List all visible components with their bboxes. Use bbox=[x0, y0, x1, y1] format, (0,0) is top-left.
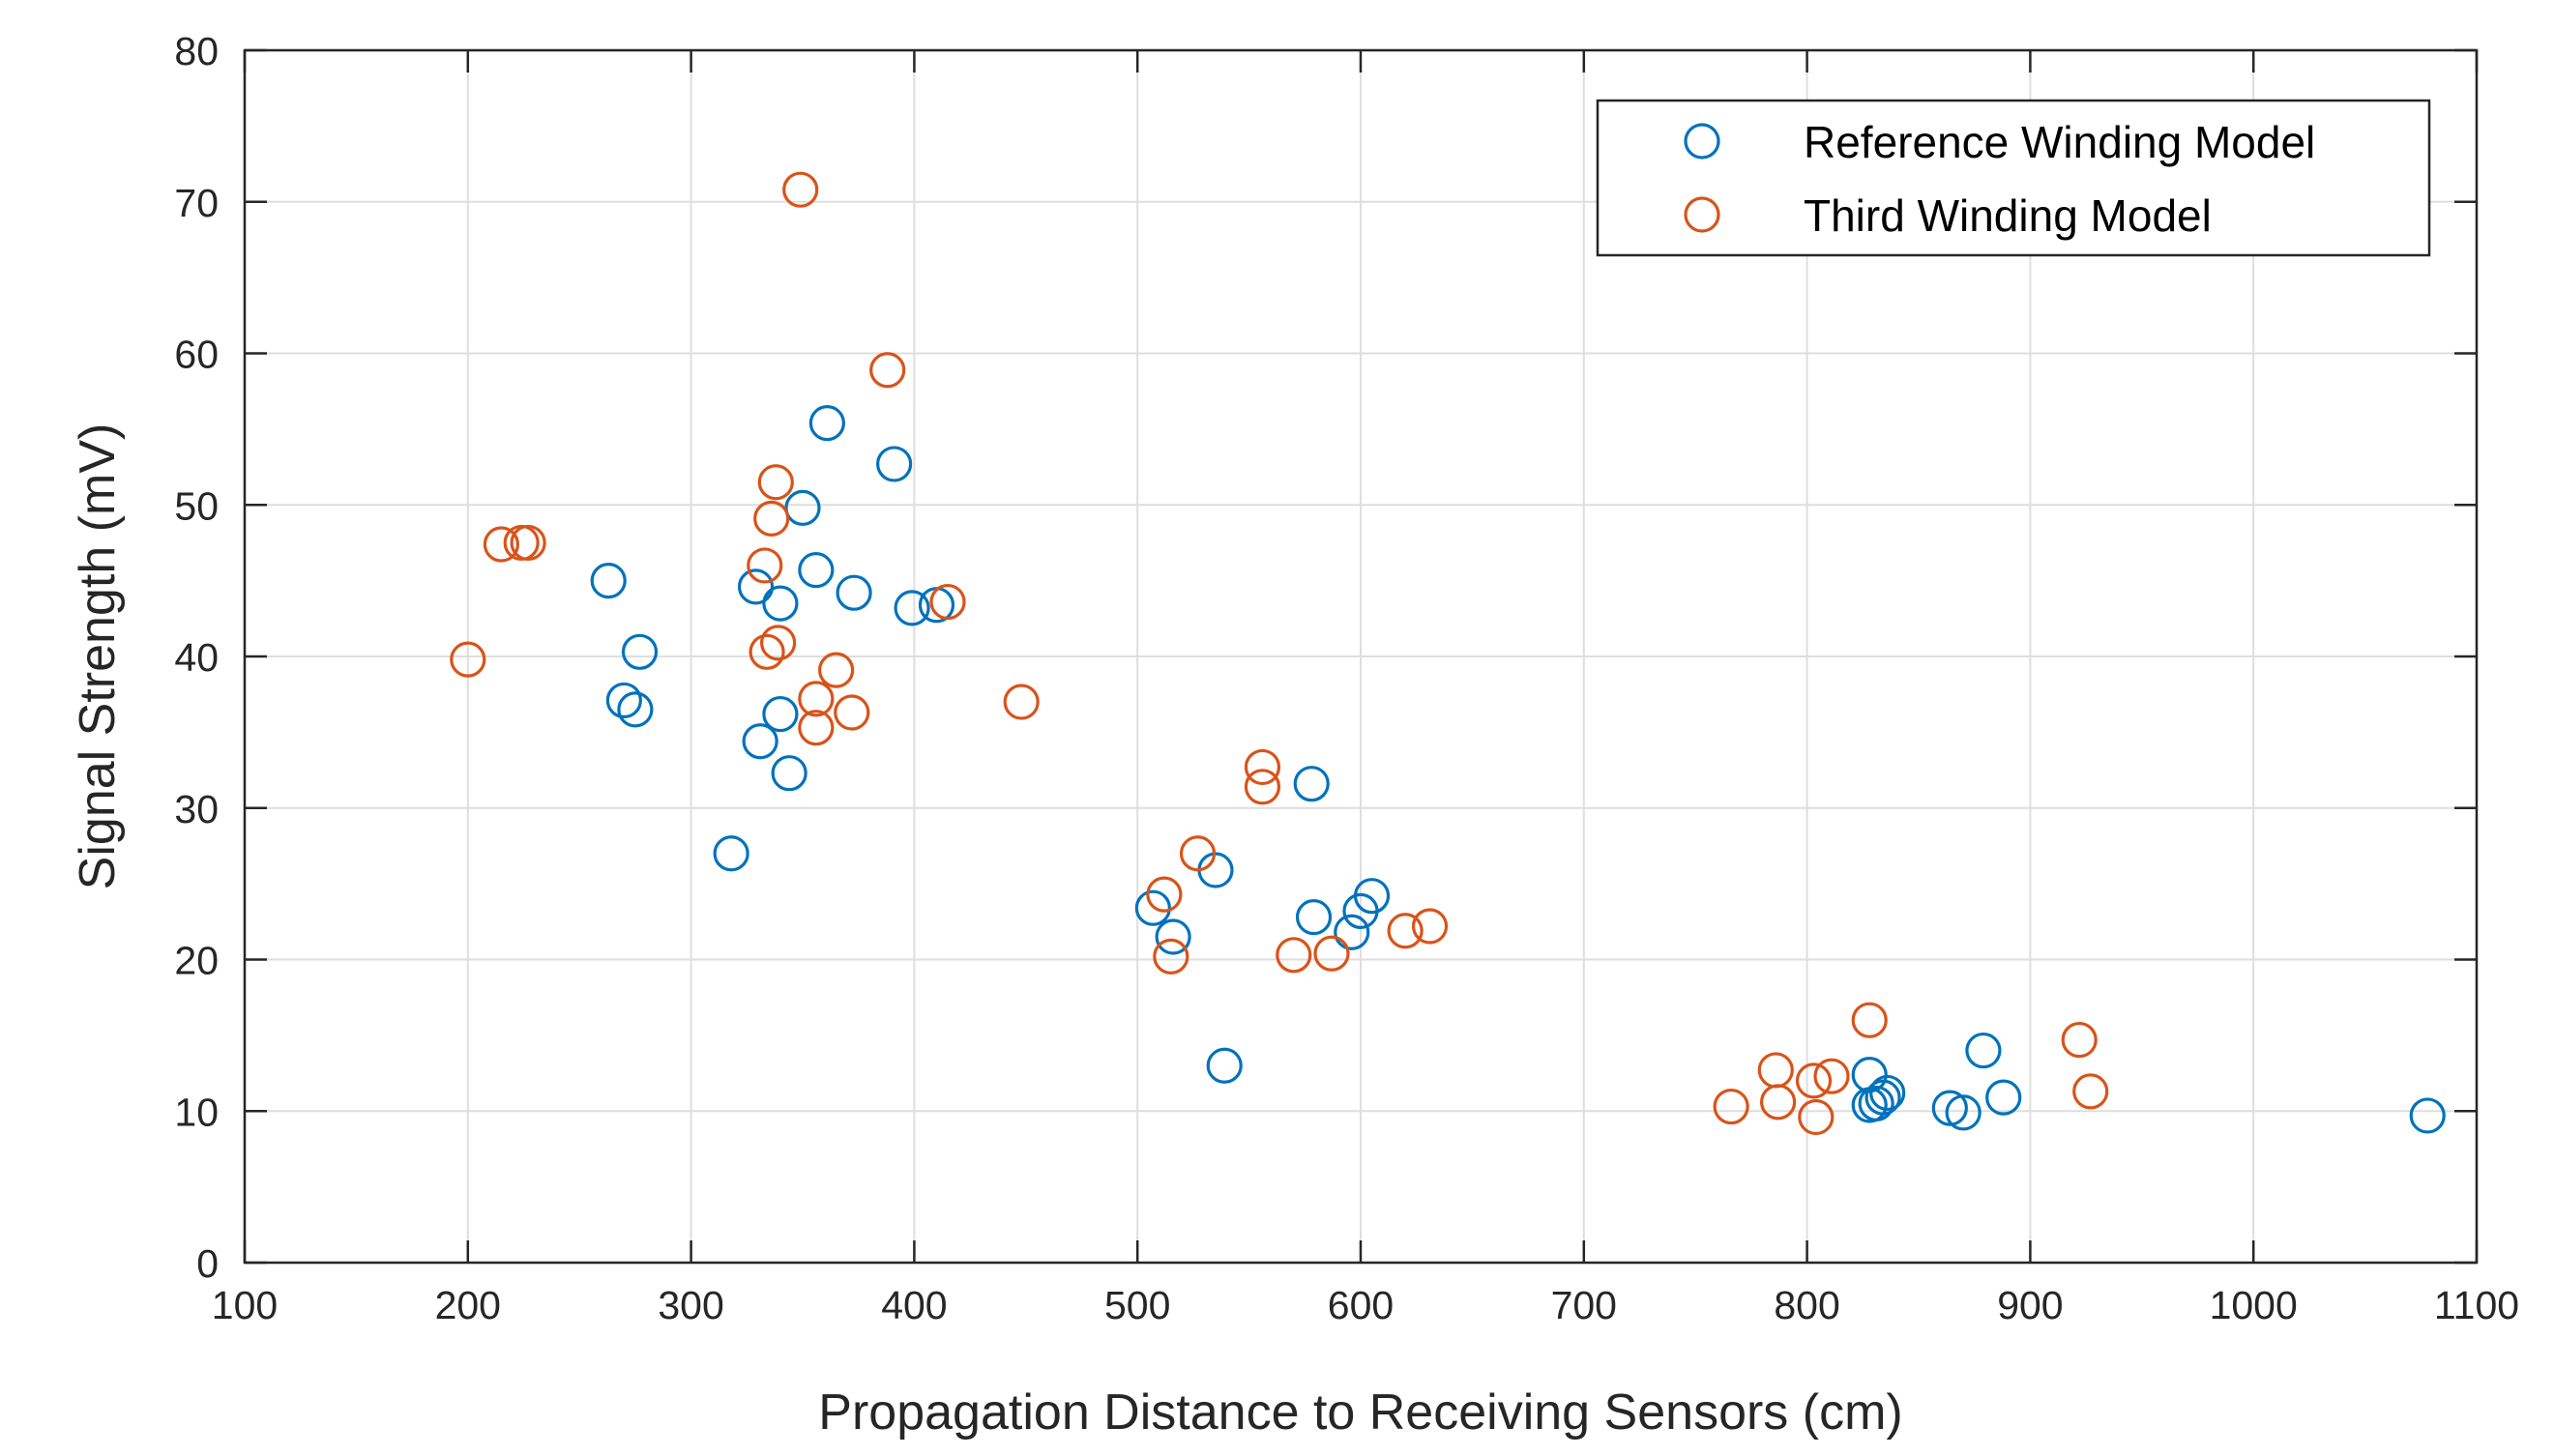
x-tick-label: 700 bbox=[1551, 1283, 1617, 1327]
series-0 bbox=[590, 405, 2446, 1134]
data-point bbox=[1313, 935, 1350, 972]
data-point bbox=[1334, 914, 1370, 950]
data-point bbox=[760, 625, 797, 661]
data-point bbox=[1798, 1098, 1835, 1136]
data-point bbox=[1813, 1058, 1850, 1094]
y-tick-label: 0 bbox=[196, 1241, 219, 1286]
data-point bbox=[1945, 1094, 1982, 1131]
data-point bbox=[1003, 684, 1040, 720]
data-point bbox=[1851, 1002, 1888, 1038]
data-point bbox=[1985, 1079, 2022, 1116]
y-axis-label: Signal Strength (mV) bbox=[70, 423, 126, 890]
legend-marker-third-winding-model bbox=[1684, 196, 1720, 233]
data-point bbox=[834, 694, 870, 731]
data-point bbox=[621, 633, 659, 670]
x-tick-label: 800 bbox=[1774, 1283, 1839, 1327]
data-point bbox=[1153, 938, 1189, 975]
data-point bbox=[798, 710, 835, 746]
legend: Reference Winding Model Third Winding Mo… bbox=[1596, 99, 2431, 257]
data-point bbox=[2409, 1097, 2446, 1134]
data-point bbox=[1858, 1085, 1894, 1122]
data-point bbox=[836, 574, 872, 611]
data-point bbox=[808, 405, 845, 442]
data-point bbox=[929, 583, 966, 621]
x-tick-label: 100 bbox=[212, 1283, 278, 1327]
y-tick-label: 50 bbox=[174, 483, 219, 528]
data-point bbox=[737, 568, 775, 605]
y-tick-label: 40 bbox=[174, 635, 219, 680]
y-tick-label: 80 bbox=[174, 29, 219, 73]
data-point bbox=[1206, 1047, 1243, 1084]
data-point bbox=[605, 682, 642, 719]
legend-label-third-winding-model: Third Winding Model bbox=[1804, 190, 2212, 241]
y-tick-label: 20 bbox=[174, 939, 219, 983]
y-tick-label: 70 bbox=[174, 181, 219, 225]
data-point bbox=[713, 835, 749, 872]
x-tick-label: 500 bbox=[1104, 1283, 1170, 1327]
legend-label-reference-winding-model: Reference Winding Model bbox=[1804, 117, 2315, 167]
plot-frame bbox=[243, 48, 2479, 1265]
data-point bbox=[2061, 1021, 2098, 1059]
x-tick-label: 1100 bbox=[2434, 1283, 2519, 1327]
data-point bbox=[1759, 1084, 1797, 1121]
data-point bbox=[757, 464, 794, 501]
data-point bbox=[1411, 908, 1449, 945]
x-tick-label: 1000 bbox=[2210, 1283, 2298, 1327]
data-point bbox=[1387, 913, 1424, 949]
data-point bbox=[1155, 918, 1191, 955]
x-tick-label: 200 bbox=[435, 1283, 501, 1327]
x-tick-label: 400 bbox=[881, 1283, 947, 1327]
y-tick-labels: 0 10 20 30 40 50 60 70 80 bbox=[174, 29, 219, 1286]
x-tick-label: 600 bbox=[1328, 1283, 1394, 1327]
x-tick-labels: 100 200 300 400 500 600 700 800 900 1000 1100 bbox=[212, 1283, 2519, 1327]
data-point bbox=[894, 590, 930, 626]
data-point bbox=[1295, 899, 1333, 936]
data-point bbox=[784, 489, 821, 526]
data-point bbox=[1965, 1032, 2002, 1069]
data-point bbox=[1864, 1079, 1901, 1116]
data-point bbox=[1244, 748, 1281, 786]
data-point bbox=[869, 352, 906, 389]
data-point bbox=[450, 641, 486, 678]
data-point bbox=[1293, 766, 1330, 802]
y-tick-label: 60 bbox=[174, 333, 219, 377]
data-point bbox=[1869, 1074, 1906, 1112]
legend-box bbox=[1596, 99, 2431, 257]
data-point bbox=[782, 171, 819, 208]
data-point bbox=[747, 547, 783, 584]
x-axis-label: Propagation Distance to Receiving Sensor… bbox=[818, 1384, 1902, 1441]
data-point bbox=[1353, 878, 1391, 915]
legend-marker-reference-winding-model bbox=[1684, 123, 1720, 160]
data-point bbox=[876, 446, 913, 482]
data-points bbox=[450, 171, 2446, 1136]
data-point bbox=[1713, 1088, 1749, 1125]
data-point bbox=[753, 500, 790, 537]
data-point bbox=[762, 695, 799, 733]
data-point bbox=[1146, 876, 1183, 913]
data-point bbox=[1276, 937, 1312, 974]
data-point bbox=[510, 524, 546, 562]
data-point bbox=[1179, 835, 1217, 872]
x-tick-label: 900 bbox=[1997, 1283, 2063, 1327]
data-point bbox=[771, 755, 807, 792]
data-point bbox=[1795, 1063, 1833, 1099]
data-point bbox=[742, 723, 778, 760]
data-point bbox=[818, 652, 855, 688]
x-tick-label: 300 bbox=[658, 1283, 723, 1327]
data-point bbox=[1134, 889, 1171, 926]
data-point bbox=[798, 681, 835, 717]
y-tick-label: 10 bbox=[174, 1090, 219, 1134]
data-point bbox=[590, 563, 627, 599]
data-point bbox=[1244, 769, 1281, 805]
data-point bbox=[749, 633, 785, 670]
data-point bbox=[762, 585, 799, 622]
data-point bbox=[798, 552, 835, 589]
data-point bbox=[617, 691, 654, 728]
data-point bbox=[2072, 1073, 2109, 1110]
y-tick-label: 30 bbox=[174, 787, 219, 831]
data-point bbox=[483, 526, 520, 563]
series-1 bbox=[450, 171, 2109, 1136]
